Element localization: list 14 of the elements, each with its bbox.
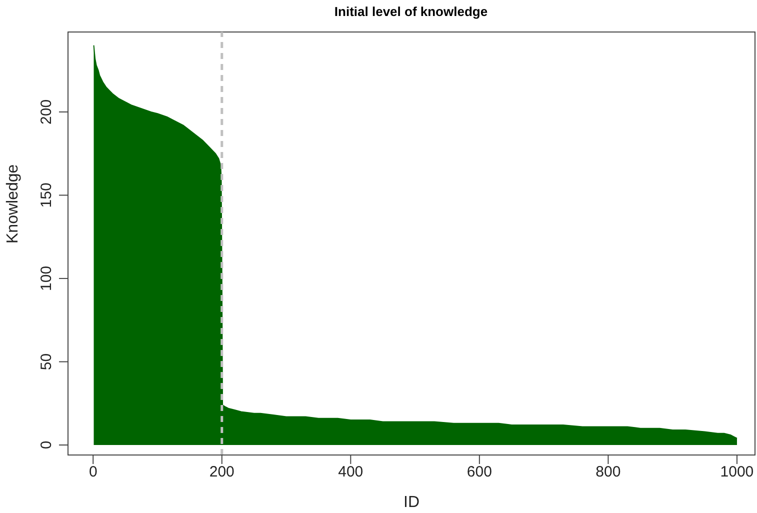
x-tick-label: 600 xyxy=(466,464,492,481)
y-axis-title: Knowledge xyxy=(4,164,22,244)
x-tick-label: 1000 xyxy=(720,464,754,481)
x-axis-title: ID xyxy=(404,494,420,511)
chart-title: Initial level of knowledge xyxy=(334,4,488,19)
x-tick-label: 800 xyxy=(596,464,621,481)
y-tick-label: 200 xyxy=(38,99,55,124)
x-tick-label: 0 xyxy=(88,464,98,481)
y-tick-label: 100 xyxy=(38,266,55,291)
y-tick-label: 150 xyxy=(38,182,55,208)
x-tick-label: 400 xyxy=(338,464,364,481)
y-tick-label: 0 xyxy=(38,440,55,450)
x-tick-label: 200 xyxy=(209,464,234,481)
y-tick-label: 50 xyxy=(38,353,55,370)
